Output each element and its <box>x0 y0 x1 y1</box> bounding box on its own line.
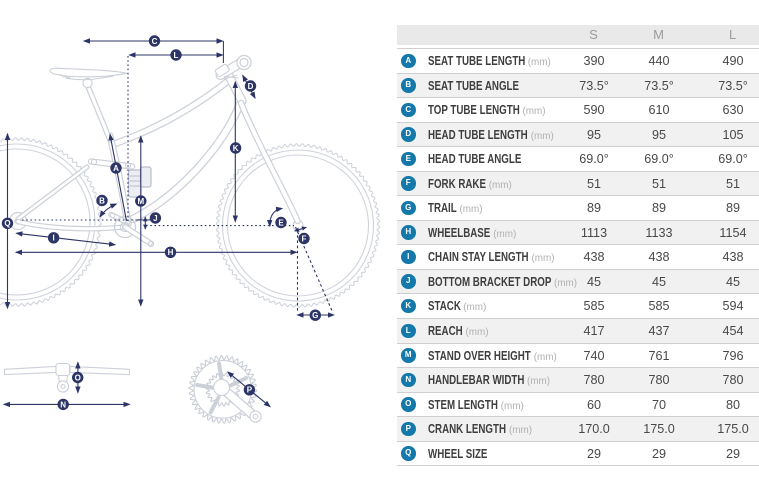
svg-text:Q: Q <box>4 219 10 228</box>
svg-text:P: P <box>247 386 253 395</box>
svg-text:D: D <box>248 82 254 91</box>
svg-text:C: C <box>152 37 158 46</box>
svg-text:J: J <box>153 214 157 223</box>
svg-text:B: B <box>99 196 105 205</box>
svg-text:O: O <box>75 373 81 382</box>
svg-text:A: A <box>113 164 119 173</box>
svg-text:K: K <box>233 144 239 153</box>
svg-text:H: H <box>168 248 174 257</box>
svg-text:N: N <box>60 400 66 409</box>
svg-text:G: G <box>312 311 318 320</box>
svg-text:L: L <box>174 51 179 60</box>
svg-text:I: I <box>52 234 54 243</box>
svg-text:F: F <box>302 234 307 243</box>
svg-text:E: E <box>278 218 284 227</box>
svg-text:M: M <box>137 197 144 206</box>
